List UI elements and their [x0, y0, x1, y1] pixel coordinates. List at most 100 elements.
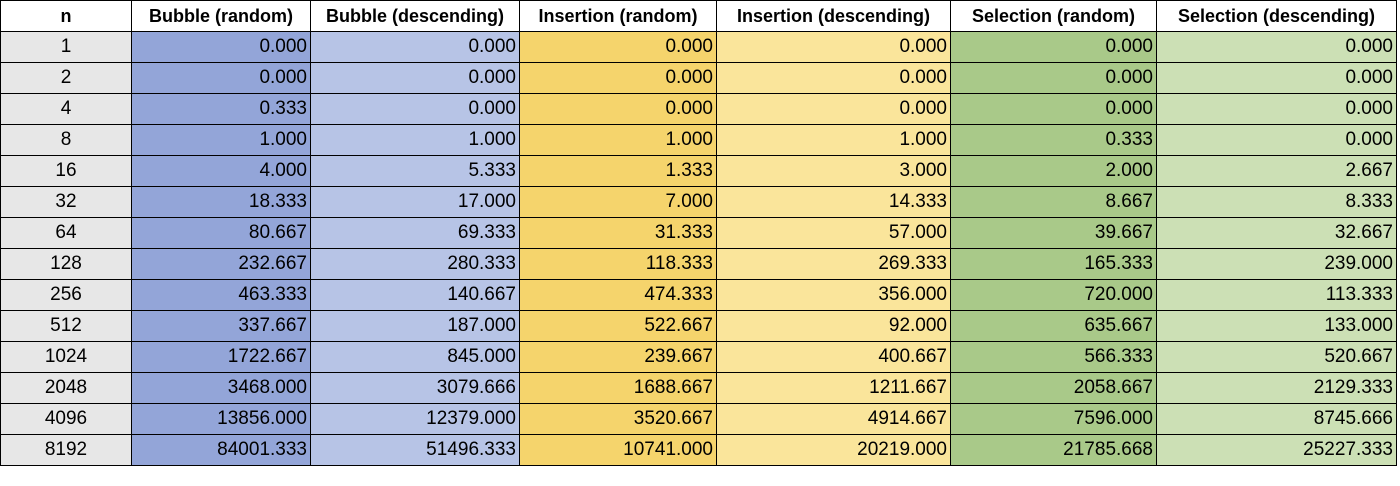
- cell-selection-random[interactable]: 39.667: [950, 217, 1157, 249]
- cell-insertion-descending[interactable]: 3.000: [716, 155, 951, 187]
- cell-n[interactable]: 32: [0, 186, 132, 218]
- cell-n[interactable]: 8: [0, 124, 132, 156]
- cell-insertion-descending[interactable]: 356.000: [716, 279, 951, 311]
- cell-selection-descending[interactable]: 0.000: [1156, 31, 1397, 63]
- cell-insertion-descending[interactable]: 1211.667: [716, 372, 951, 404]
- cell-bubble-random[interactable]: 1.000: [131, 124, 311, 156]
- cell-n[interactable]: 4096: [0, 403, 132, 435]
- cell-selection-descending[interactable]: 2.667: [1156, 155, 1397, 187]
- cell-insertion-random[interactable]: 10741.000: [519, 434, 717, 466]
- cell-insertion-descending[interactable]: 57.000: [716, 217, 951, 249]
- cell-selection-descending[interactable]: 2129.333: [1156, 372, 1397, 404]
- cell-insertion-random[interactable]: 239.667: [519, 341, 717, 373]
- cell-insertion-random[interactable]: 0.000: [519, 93, 717, 125]
- cell-bubble-descending[interactable]: 140.667: [310, 279, 520, 311]
- cell-n[interactable]: 8192: [0, 434, 132, 466]
- cell-bubble-descending[interactable]: 5.333: [310, 155, 520, 187]
- cell-bubble-descending[interactable]: 280.333: [310, 248, 520, 280]
- cell-n[interactable]: 512: [0, 310, 132, 342]
- cell-bubble-descending[interactable]: 0.000: [310, 62, 520, 94]
- cell-selection-random[interactable]: 2.000: [950, 155, 1157, 187]
- header-cell-n[interactable]: n: [0, 0, 132, 32]
- cell-selection-random[interactable]: 165.333: [950, 248, 1157, 280]
- cell-selection-descending[interactable]: 133.000: [1156, 310, 1397, 342]
- cell-bubble-random[interactable]: 337.667: [131, 310, 311, 342]
- cell-insertion-random[interactable]: 1.333: [519, 155, 717, 187]
- cell-selection-descending[interactable]: 520.667: [1156, 341, 1397, 373]
- cell-selection-random[interactable]: 0.333: [950, 124, 1157, 156]
- cell-insertion-random[interactable]: 7.000: [519, 186, 717, 218]
- cell-bubble-descending[interactable]: 845.000: [310, 341, 520, 373]
- cell-bubble-random[interactable]: 232.667: [131, 248, 311, 280]
- cell-selection-descending[interactable]: 0.000: [1156, 93, 1397, 125]
- cell-selection-descending[interactable]: 239.000: [1156, 248, 1397, 280]
- cell-selection-descending[interactable]: 25227.333: [1156, 434, 1397, 466]
- cell-bubble-descending[interactable]: 69.333: [310, 217, 520, 249]
- cell-insertion-random[interactable]: 0.000: [519, 31, 717, 63]
- cell-insertion-random[interactable]: 3520.667: [519, 403, 717, 435]
- cell-bubble-random[interactable]: 18.333: [131, 186, 311, 218]
- cell-bubble-random[interactable]: 13856.000: [131, 403, 311, 435]
- cell-selection-descending[interactable]: 0.000: [1156, 62, 1397, 94]
- cell-selection-random[interactable]: 720.000: [950, 279, 1157, 311]
- cell-bubble-random[interactable]: 463.333: [131, 279, 311, 311]
- cell-selection-random[interactable]: 8.667: [950, 186, 1157, 218]
- cell-bubble-descending[interactable]: 3079.666: [310, 372, 520, 404]
- cell-bubble-random[interactable]: 80.667: [131, 217, 311, 249]
- header-cell-bubble-descending[interactable]: Bubble (descending): [310, 0, 520, 32]
- cell-bubble-descending[interactable]: 187.000: [310, 310, 520, 342]
- cell-selection-random[interactable]: 0.000: [950, 93, 1157, 125]
- cell-bubble-random[interactable]: 0.333: [131, 93, 311, 125]
- cell-insertion-descending[interactable]: 4914.667: [716, 403, 951, 435]
- cell-selection-descending[interactable]: 0.000: [1156, 124, 1397, 156]
- cell-selection-random[interactable]: 2058.667: [950, 372, 1157, 404]
- cell-insertion-descending[interactable]: 92.000: [716, 310, 951, 342]
- cell-selection-descending[interactable]: 8.333: [1156, 186, 1397, 218]
- cell-insertion-descending[interactable]: 0.000: [716, 62, 951, 94]
- cell-bubble-descending[interactable]: 51496.333: [310, 434, 520, 466]
- header-cell-insertion-descending[interactable]: Insertion (descending): [716, 0, 951, 32]
- cell-bubble-random[interactable]: 4.000: [131, 155, 311, 187]
- cell-insertion-random[interactable]: 522.667: [519, 310, 717, 342]
- header-cell-selection-descending[interactable]: Selection (descending): [1156, 0, 1397, 32]
- cell-selection-descending[interactable]: 113.333: [1156, 279, 1397, 311]
- cell-insertion-random[interactable]: 31.333: [519, 217, 717, 249]
- cell-bubble-descending[interactable]: 0.000: [310, 31, 520, 63]
- cell-selection-random[interactable]: 566.333: [950, 341, 1157, 373]
- cell-selection-random[interactable]: 21785.668: [950, 434, 1157, 466]
- cell-n[interactable]: 1: [0, 31, 132, 63]
- cell-insertion-descending[interactable]: 1.000: [716, 124, 951, 156]
- cell-bubble-descending[interactable]: 12379.000: [310, 403, 520, 435]
- cell-bubble-random[interactable]: 84001.333: [131, 434, 311, 466]
- cell-insertion-descending[interactable]: 20219.000: [716, 434, 951, 466]
- cell-bubble-descending[interactable]: 17.000: [310, 186, 520, 218]
- cell-n[interactable]: 1024: [0, 341, 132, 373]
- cell-insertion-random[interactable]: 1688.667: [519, 372, 717, 404]
- cell-n[interactable]: 2048: [0, 372, 132, 404]
- cell-bubble-random[interactable]: 3468.000: [131, 372, 311, 404]
- cell-n[interactable]: 64: [0, 217, 132, 249]
- cell-bubble-descending[interactable]: 0.000: [310, 93, 520, 125]
- cell-bubble-random[interactable]: 0.000: [131, 62, 311, 94]
- header-cell-selection-random[interactable]: Selection (random): [950, 0, 1157, 32]
- cell-selection-random[interactable]: 0.000: [950, 62, 1157, 94]
- cell-insertion-random[interactable]: 1.000: [519, 124, 717, 156]
- cell-insertion-descending[interactable]: 14.333: [716, 186, 951, 218]
- cell-bubble-descending[interactable]: 1.000: [310, 124, 520, 156]
- cell-selection-random[interactable]: 0.000: [950, 31, 1157, 63]
- cell-bubble-random[interactable]: 1722.667: [131, 341, 311, 373]
- cell-insertion-descending[interactable]: 400.667: [716, 341, 951, 373]
- header-cell-insertion-random[interactable]: Insertion (random): [519, 0, 717, 32]
- cell-insertion-random[interactable]: 118.333: [519, 248, 717, 280]
- cell-n[interactable]: 4: [0, 93, 132, 125]
- cell-insertion-descending[interactable]: 0.000: [716, 31, 951, 63]
- cell-n[interactable]: 128: [0, 248, 132, 280]
- cell-selection-descending[interactable]: 8745.666: [1156, 403, 1397, 435]
- cell-insertion-descending[interactable]: 0.000: [716, 93, 951, 125]
- cell-insertion-random[interactable]: 0.000: [519, 62, 717, 94]
- cell-selection-descending[interactable]: 32.667: [1156, 217, 1397, 249]
- cell-bubble-random[interactable]: 0.000: [131, 31, 311, 63]
- cell-n[interactable]: 2: [0, 62, 132, 94]
- cell-n[interactable]: 256: [0, 279, 132, 311]
- cell-insertion-descending[interactable]: 269.333: [716, 248, 951, 280]
